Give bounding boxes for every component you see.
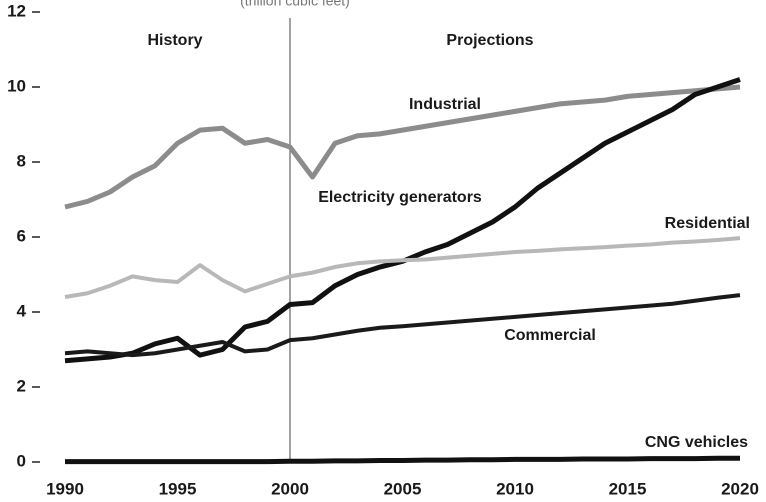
x-tick-label: 2005 (384, 479, 422, 498)
y-tick-label: 12 (7, 1, 26, 20)
y-tick-label: 2 (17, 376, 26, 395)
x-tick-label: 1990 (46, 479, 84, 498)
series-label: Industrial (409, 96, 481, 113)
annotation: History (147, 32, 202, 49)
y-tick-label: 8 (17, 151, 26, 170)
x-tick-label: 2010 (496, 479, 534, 498)
annotation: Projections (446, 32, 533, 49)
series-label: Residential (665, 215, 750, 232)
series-line (64, 77, 741, 364)
series-label: CNG vehicles (645, 434, 748, 451)
series-line (64, 236, 741, 299)
y-tick-label: 6 (17, 226, 26, 245)
y-tick-label: 10 (7, 76, 26, 95)
x-tick-label: 2020 (721, 479, 759, 498)
chart-subtitle: (trillion cubic feet) (240, 0, 350, 9)
x-tick-label: 2015 (609, 479, 647, 498)
y-tick-label: 4 (17, 301, 27, 320)
series-line (64, 84, 741, 210)
y-tick-label: 0 (17, 451, 26, 470)
x-tick-label: 2000 (271, 479, 309, 498)
series-line (65, 455, 740, 465)
series-label: Commercial (504, 327, 596, 344)
series-line (64, 293, 741, 358)
series-label: Electricity generators (318, 189, 482, 206)
x-tick-label: 1995 (159, 479, 197, 498)
